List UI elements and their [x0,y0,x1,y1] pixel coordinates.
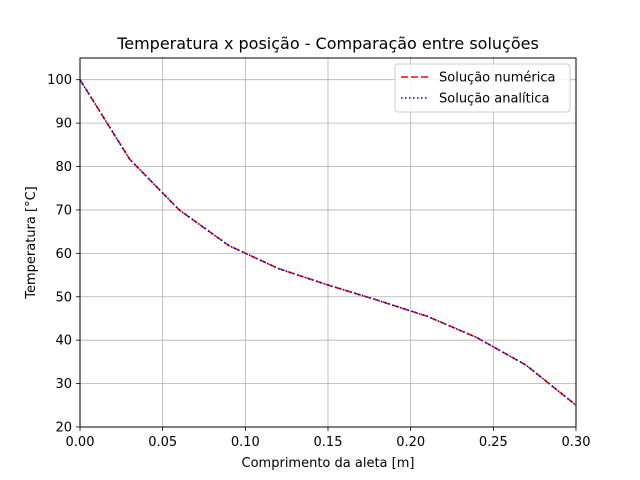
y-tick-label: 70 [55,203,72,218]
series-line-1 [79,79,577,406]
x-tick-label: 0.15 [314,435,343,450]
x-tick-label: 0.00 [66,435,95,450]
x-tick-label: 0.05 [148,435,177,450]
x-axis-label: Comprimento da aleta [m] [242,456,415,471]
chart-title: Temperatura x posição - Comparação entre… [116,34,539,53]
x-tick-label: 0.10 [231,435,260,450]
y-tick-label: 90 [55,117,72,132]
y-tick-label: 30 [55,377,72,392]
y-axis-label: Temperatura [°C] [24,186,39,299]
y-tick-label: 100 [47,73,72,88]
ticks: 0.00 0.05 0.10 0.15 0.20 0.25 0.30 20 30 40 50 60 70… [47,73,590,450]
legend-label-1: Solução analítica [439,92,549,107]
y-tick-label: 40 [55,334,72,349]
y-tick-label: 20 [55,421,72,436]
series-layer [79,79,577,406]
legend-box [394,63,571,113]
x-tick-label: 0.25 [479,435,508,450]
x-tick-label: 0.20 [396,435,425,450]
y-tick-label: 50 [55,290,72,305]
legend: Solução numérica Solução analítica [394,63,571,113]
y-tick-label: 60 [55,247,72,262]
y-tick-label: 80 [55,160,72,175]
legend-label-0: Solução numérica [439,71,555,86]
x-tick-label: 0.30 [562,435,591,450]
